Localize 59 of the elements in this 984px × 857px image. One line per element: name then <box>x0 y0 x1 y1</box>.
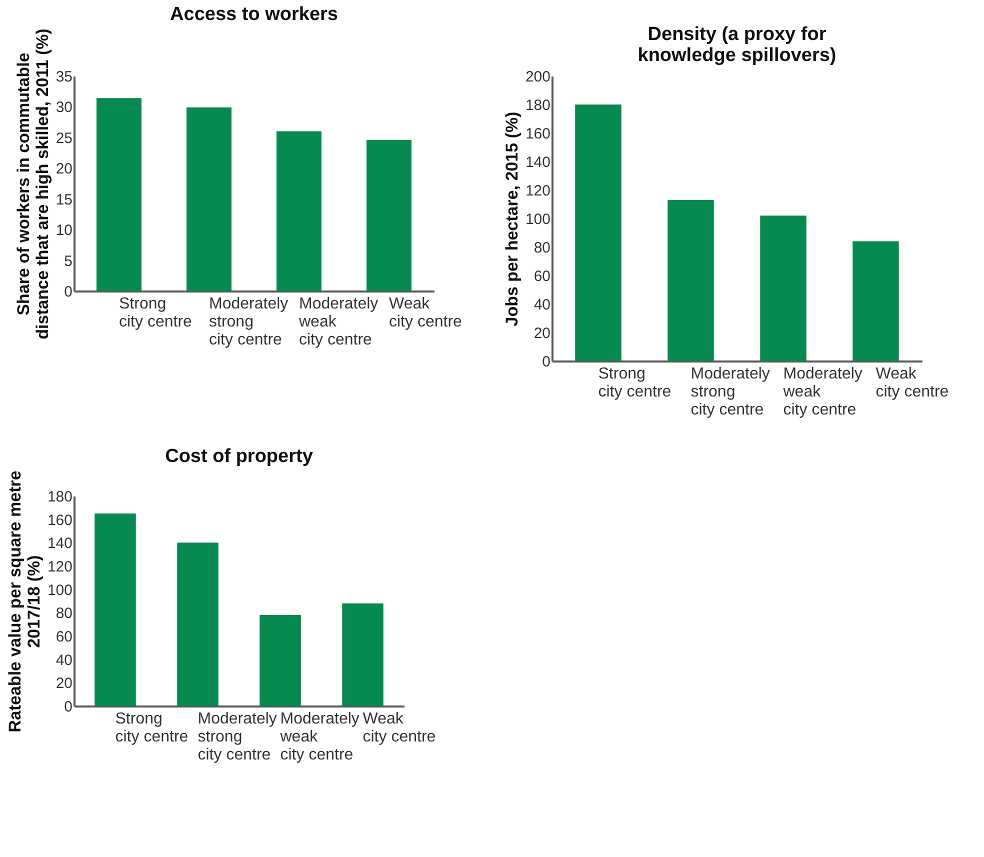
bar <box>668 200 714 361</box>
bar <box>276 131 322 291</box>
y-tick-label: 60 <box>56 628 72 646</box>
y-tick-label: 80 <box>534 240 550 256</box>
bar <box>852 241 899 361</box>
bar <box>575 104 622 361</box>
x-tick-label: Weak city centre <box>389 296 462 330</box>
chart-title: Access to workers <box>170 4 338 26</box>
x-tick-label: Strong city centre <box>598 366 672 400</box>
x-tick-label: Weak city centre <box>362 710 436 746</box>
x-tick-label: Strong city centre <box>115 710 188 746</box>
y-axis-title: Jobs per hectare, 2015 (%) <box>502 112 522 326</box>
bar <box>760 216 806 361</box>
x-tick-label: Weak city centre <box>876 366 949 400</box>
y-tick-label: 80 <box>56 605 72 622</box>
y-tick-label: 180 <box>525 97 550 114</box>
y-tick-label: 160 <box>525 126 550 142</box>
y-tick-label: 5 <box>64 252 72 270</box>
y-tick-label: 15 <box>56 191 72 208</box>
bar <box>366 140 412 291</box>
y-tick-label: 0 <box>542 354 550 370</box>
y-tick-label: 40 <box>534 296 550 314</box>
y-tick-label: 160 <box>47 512 72 529</box>
x-tick-label: Moderately strong city centre <box>690 366 770 418</box>
y-tick-label: 20 <box>534 325 550 342</box>
chart-title: Cost of property <box>165 446 314 468</box>
bar <box>94 514 136 706</box>
y-tick-label: 10 <box>56 222 72 240</box>
bar <box>177 542 218 706</box>
bar <box>186 107 232 291</box>
x-tick-label: Moderately weak city centre <box>298 296 378 348</box>
x-tick-label: Strong city centre <box>119 296 192 330</box>
chart-title: Density (a proxy for knowledge spillovers) <box>638 24 836 66</box>
y-tick-label: 200 <box>525 68 550 86</box>
y-tick-label: 25 <box>56 130 72 147</box>
bar <box>342 603 384 706</box>
y-axis-title: Share of workers in commutable distance that are high skilled, 2011 (%) <box>14 28 52 340</box>
y-tick-label: 100 <box>525 211 550 228</box>
y-tick-label: 20 <box>56 675 72 692</box>
y-axis-title: Rateable value per square metre 2017/18 (%) <box>5 470 44 732</box>
y-tick-label: 0 <box>64 284 72 300</box>
y-tick-label: 120 <box>525 182 550 200</box>
x-tick-label: Moderately weak city centre <box>279 710 360 764</box>
y-tick-label: 140 <box>525 154 550 171</box>
y-tick-label: 60 <box>534 268 550 285</box>
y-tick-label: 120 <box>47 558 72 576</box>
y-tick-label: 180 <box>47 488 72 506</box>
y-tick-label: 140 <box>47 535 72 552</box>
bar <box>260 615 301 706</box>
y-tick-label: 30 <box>56 99 72 116</box>
x-tick-label: Moderately strong city centre <box>209 296 288 348</box>
y-tick-label: 35 <box>56 68 72 86</box>
bar <box>96 98 142 291</box>
y-tick-label: 100 <box>47 582 72 599</box>
y-tick-label: 0 <box>64 698 72 716</box>
y-tick-label: 40 <box>56 652 72 669</box>
x-tick-label: Moderately weak city centre <box>782 366 862 418</box>
x-tick-label: Moderately strong city centre <box>198 710 277 764</box>
y-tick-label: 20 <box>56 160 72 178</box>
